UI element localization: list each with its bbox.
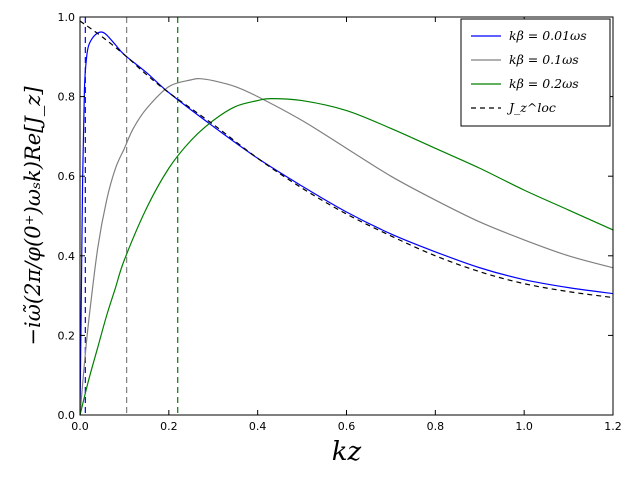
x-tick-label: 0.8 (427, 420, 445, 433)
series-line-3 (80, 20, 613, 299)
legend-label-3: J_z^loc (506, 100, 556, 115)
y-tick-label: 0.6 (58, 170, 76, 183)
legend-label-1: kβ = 0.1ωs (509, 52, 579, 67)
legend-label-2: kβ = 0.2ωs (509, 76, 579, 91)
x-tick-label: 0.6 (338, 420, 356, 433)
y-tick-label: 0.2 (58, 329, 76, 342)
legend: kβ = 0.01ωs kβ = 0.1ωs kβ = 0.2ωs J_z^loc (460, 18, 611, 127)
series-line-1 (80, 78, 613, 415)
x-tick-label: 1.2 (604, 420, 622, 433)
data-layer (80, 17, 613, 415)
legend-label-0: kβ = 0.01ωs (509, 28, 587, 43)
y-tick-label: 0.8 (58, 91, 76, 104)
y-tick-label: 0.4 (58, 250, 76, 263)
legend-box (460, 18, 611, 127)
ticks-layer: 0.0 0.2 0.4 0.6 0.8 1.0 1.2 0.0 0.2 0.4 0.6 0.8 1.0 (58, 11, 622, 433)
x-tick-label: 0.4 (249, 420, 267, 433)
x-axis-title: kz (332, 437, 362, 467)
x-tick-label: 1.0 (515, 420, 533, 433)
y-tick-label: 1.0 (58, 11, 76, 24)
y-tick-label: 0.0 (58, 409, 76, 422)
y-axis-title: −iω̃(2π/φ(0⁺)ωₛk)Re[J_z] (21, 86, 45, 346)
x-tick-label: 0.0 (71, 420, 89, 433)
series-line-2 (80, 97, 613, 415)
x-tick-label: 0.2 (160, 420, 178, 433)
